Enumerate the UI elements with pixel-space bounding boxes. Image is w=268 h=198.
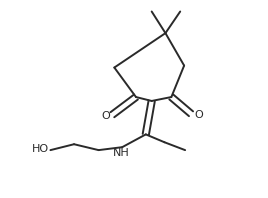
Text: O: O [101,111,110,121]
Text: O: O [194,110,203,120]
Text: NH: NH [113,148,130,158]
Text: HO: HO [32,144,50,153]
